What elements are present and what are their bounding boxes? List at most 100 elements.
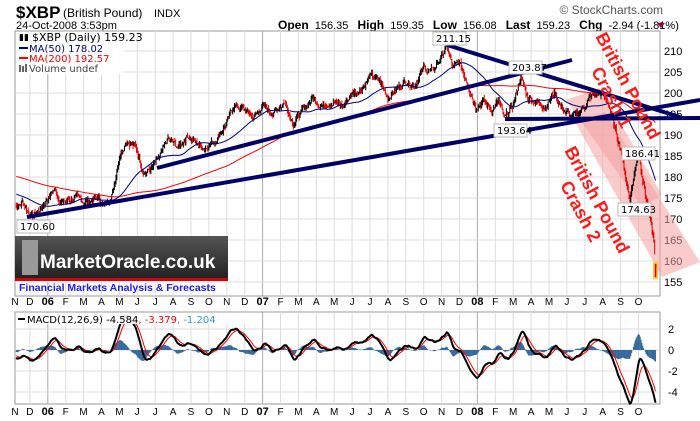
month-label: F — [277, 297, 283, 308]
month-label: O — [420, 407, 428, 418]
month-label: A — [528, 407, 535, 418]
month-label: A — [170, 297, 177, 308]
month-label: A — [599, 297, 606, 308]
statue-icon — [22, 240, 38, 275]
month-label: F — [63, 297, 69, 308]
trendline-upper-support — [156, 58, 573, 170]
month-label: M — [79, 297, 87, 308]
month-label: D — [241, 407, 248, 418]
macd-legend: MACD(12,26,9) -4.584, -3.379, -1.204 — [16, 313, 256, 326]
month-label: O — [205, 407, 213, 418]
month-label: F — [277, 407, 283, 418]
month-label: J — [350, 297, 355, 308]
month-label: S — [188, 297, 195, 308]
chg-value: -2.94 (-1.81%) — [609, 20, 679, 32]
month-label: M — [545, 407, 553, 418]
low-value: 156.08 — [463, 20, 497, 32]
datetime: 24-Oct-2008 3:53pm — [16, 20, 117, 32]
crash2-band — [575, 112, 700, 277]
open-value: 156.35 — [315, 20, 349, 32]
month-label: J — [153, 297, 158, 308]
trendline-resistance — [446, 43, 681, 119]
copyright: © StockCharts.com — [559, 3, 663, 17]
month-label: D — [26, 297, 33, 308]
low-label: Low — [433, 18, 458, 32]
month-label: S — [402, 297, 409, 308]
month-label: F — [492, 297, 498, 308]
macd-legend-signal: , -3.379 — [138, 315, 177, 326]
month-label: D — [456, 297, 463, 308]
symbol: $XBP — [16, 3, 60, 22]
month-label: M — [509, 297, 517, 308]
month-label: M — [330, 297, 338, 308]
month-label: A — [528, 297, 535, 308]
bar-chart-icon: ▮▮ — [19, 33, 29, 43]
month-label: M — [115, 297, 123, 308]
month-label: A — [313, 407, 320, 418]
month-label: A — [170, 407, 177, 418]
price-tick-label: 185 — [664, 151, 682, 163]
trendline-horizontal — [504, 116, 700, 121]
month-label: M — [115, 407, 123, 418]
annotation-high-2007: 211.15 — [436, 34, 471, 45]
macd-legend-text: MACD(12,26,9) -4.584, -3.379, -1.204 — [27, 315, 216, 326]
legend: ▮▮ $XBP (Daily) 159.23 MA(50) 178.02 MA(… — [16, 31, 143, 75]
macd-legend-value: MACD(12,26,9) -4.584 — [27, 315, 138, 326]
month-label: M — [294, 297, 302, 308]
month-label: J — [135, 407, 140, 418]
month-label: O — [635, 297, 643, 308]
month-label: O — [205, 297, 213, 308]
legend-volume: Volume undef — [29, 64, 99, 75]
macd-tick-label: -4 — [668, 387, 678, 399]
legend-price: $XBP (Daily) 159.23 — [32, 31, 143, 44]
month-label: J — [564, 297, 569, 308]
last-label: Last — [506, 18, 531, 32]
annotation-low-oct: 174.63 — [621, 205, 656, 216]
price-annotations: 170.60 211.15 203.87 193.64 186.41 174.6… — [16, 31, 660, 234]
month-label: M — [509, 407, 517, 418]
month-label: M — [330, 407, 338, 418]
month-label: 07 — [256, 406, 268, 418]
month-label: S — [617, 407, 624, 418]
month-label: J — [153, 407, 158, 418]
month-label: 07 — [256, 296, 268, 308]
month-label: J — [582, 297, 587, 308]
legend-ma50: MA(50) 178.02 — [29, 44, 103, 55]
month-label: O — [420, 297, 428, 308]
high-label: High — [357, 18, 384, 32]
annotation-low-2008: 193.64 — [497, 126, 532, 137]
price-tick-label: 200 — [664, 88, 682, 100]
month-label: J — [368, 297, 373, 308]
price-tick-label: 175 — [664, 193, 682, 205]
month-label: J — [564, 407, 569, 418]
high-value: 159.35 — [390, 20, 424, 32]
month-label: S — [188, 407, 195, 418]
chg-label: Chg — [579, 18, 602, 32]
logo-text: MarketOracle.co.uk — [40, 252, 216, 273]
month-label: M — [545, 297, 553, 308]
tagline: Financial Markets Analysis & Forecasts — [19, 282, 216, 294]
open-label: Open — [278, 18, 309, 32]
symbol-name: (British Pound) — [63, 6, 142, 20]
annotation-rebound: 186.41 — [625, 149, 660, 160]
month-label: J — [350, 407, 355, 418]
price-tick-label: 210 — [664, 46, 682, 58]
price-tick-label: 205 — [664, 67, 682, 79]
month-label: 06 — [42, 406, 54, 418]
price-tick-label: 155 — [664, 277, 682, 289]
price-tick-label: 180 — [664, 172, 682, 184]
macd-tick-label: 2 — [668, 324, 674, 336]
last-bar-highlight — [653, 262, 659, 280]
annotation-low-2005: 170.60 — [20, 222, 55, 233]
quote-line: Open 156.35 High 159.35 Low 156.08 Last … — [278, 18, 679, 32]
month-label: M — [79, 407, 87, 418]
month-label: S — [402, 407, 409, 418]
month-label: 08 — [471, 296, 483, 308]
month-label: N — [223, 407, 230, 418]
month-label: A — [98, 297, 105, 308]
macd-legend-hist: , -1.204 — [177, 315, 216, 326]
month-label: J — [582, 407, 587, 418]
month-label: S — [617, 297, 624, 308]
legend-ma200: MA(200) 192.57 — [29, 54, 110, 65]
